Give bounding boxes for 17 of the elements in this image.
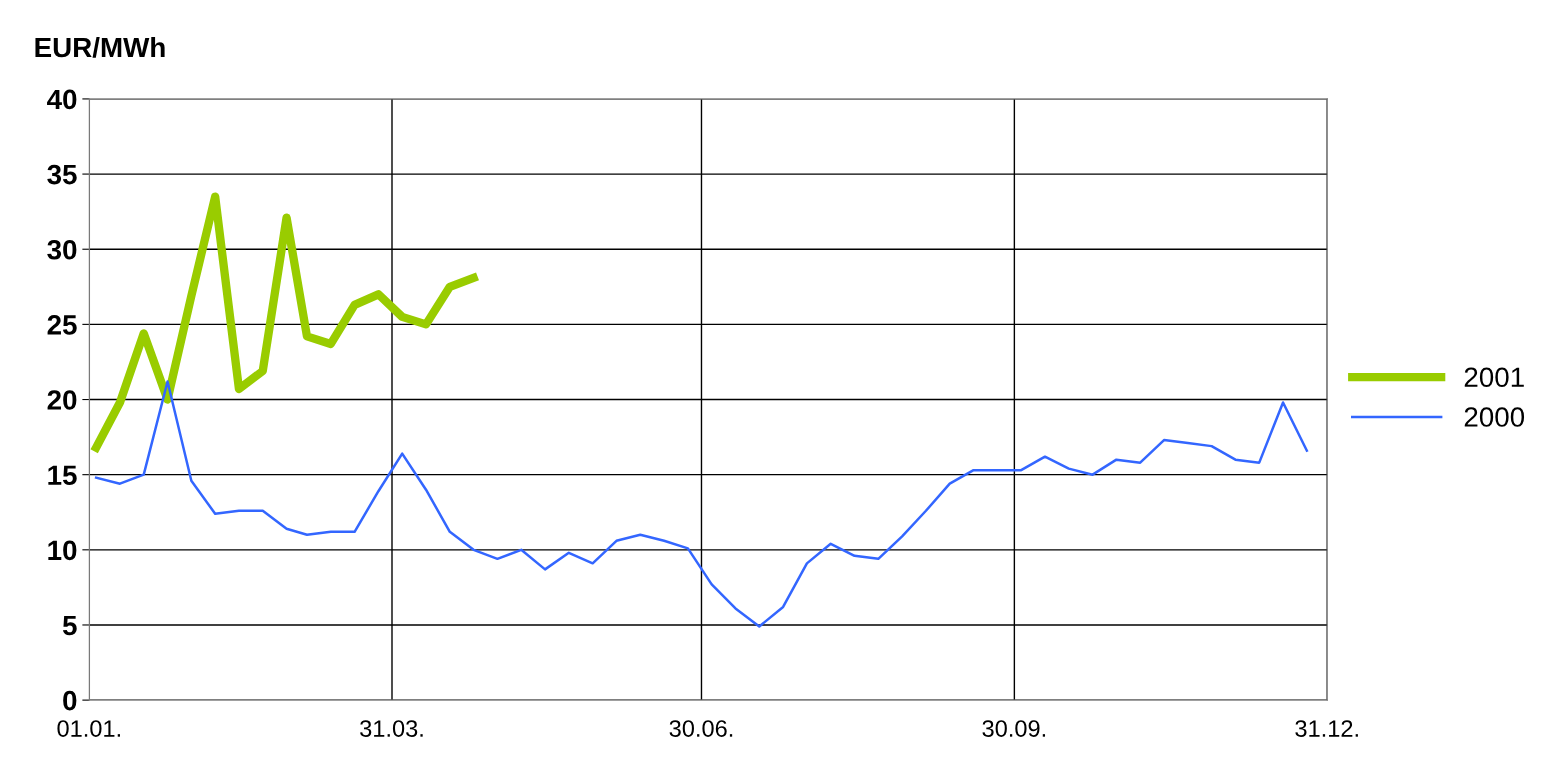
x-tick-label: 30.09. [982,720,1046,737]
y-tick-label: 30 [47,239,77,260]
y-tick-label: 10 [48,540,77,561]
x-tick-label: 31.03. [360,720,423,737]
y-tick-label: 25 [47,315,77,335]
y-tick-label: 0 [63,690,77,711]
x-tick-label: 30.06. [669,720,733,737]
y-tick-label: 5 [62,615,77,636]
legend-label: 2001 [1464,367,1524,388]
legend-label: 2000 [1464,407,1525,427]
y-tick-label: 40 [47,89,77,110]
x-tick-label: 01.01. [57,720,120,737]
y-tick-label: 15 [48,465,77,486]
y-tick-label: 20 [47,390,77,410]
y-tick-label: 35 [47,164,77,185]
y-axis-title: EUR/MWh [35,36,165,58]
x-tick-label: 31.12. [1295,720,1358,737]
